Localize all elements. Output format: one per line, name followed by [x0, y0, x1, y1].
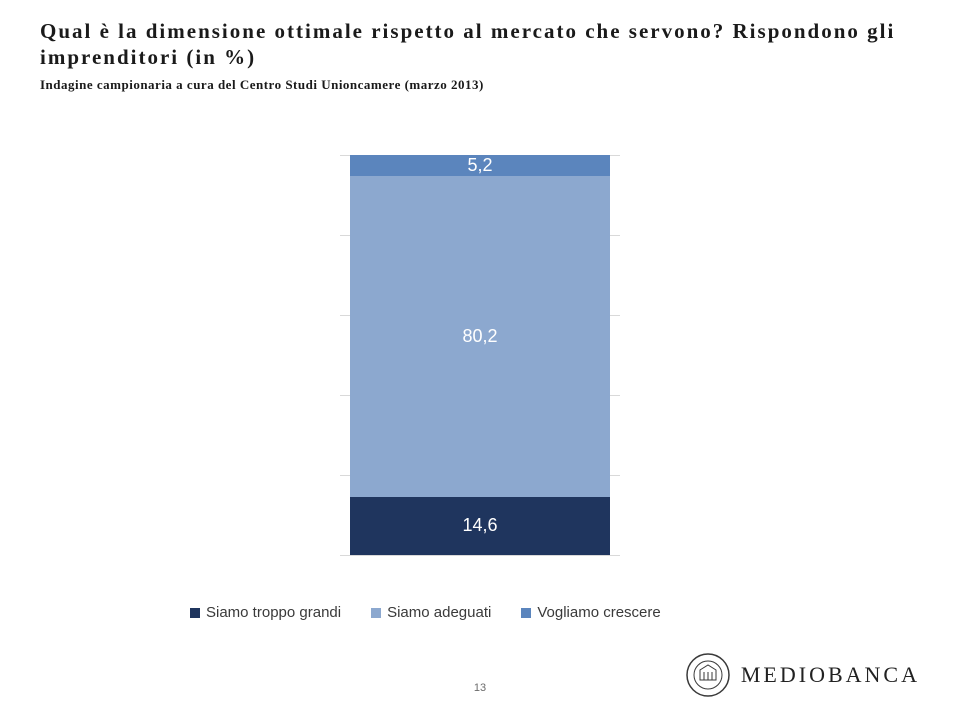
- legend: Siamo troppo grandi Siamo adeguati Vogliam…: [190, 604, 770, 621]
- legend-label: Siamo troppo grandi: [206, 604, 341, 621]
- gridline: [340, 555, 620, 556]
- title-line-1: Qual è la dimensione ottimale rispetto a…: [40, 18, 920, 44]
- title-line-2: imprenditori (in %): [40, 44, 920, 70]
- stacked-bar-chart: 14,6 80,2 5,2: [340, 155, 620, 555]
- bar-segment-crescere: 5,2: [350, 155, 610, 176]
- bar-segment-label-grandi: 14,6: [462, 515, 497, 536]
- brand-logo: MEDIOBANCA: [685, 652, 920, 698]
- page-number: 13: [474, 682, 486, 694]
- bar-segment-grandi: 14,6: [350, 497, 610, 555]
- subtitle: Indagine campionaria a cura del Centro S…: [40, 77, 920, 93]
- bar-column: 14,6 80,2 5,2: [350, 155, 610, 555]
- brand-text: MEDIOBANCA: [741, 662, 920, 688]
- bar-segment-adeguati: 80,2: [350, 176, 610, 497]
- legend-item-2: Vogliamo crescere: [521, 604, 660, 621]
- legend-label: Siamo adeguati: [387, 604, 491, 621]
- bar-segment-label-adeguati: 80,2: [462, 326, 497, 347]
- seal-icon: [685, 652, 731, 698]
- legend-swatch: [521, 608, 531, 618]
- legend-swatch: [371, 608, 381, 618]
- legend-label: Vogliamo crescere: [537, 604, 660, 621]
- legend-item-1: Siamo adeguati: [371, 604, 491, 621]
- title-block: Qual è la dimensione ottimale rispetto a…: [40, 18, 920, 93]
- legend-swatch: [190, 608, 200, 618]
- bar-segment-label-crescere: 5,2: [467, 155, 492, 176]
- legend-item-0: Siamo troppo grandi: [190, 604, 341, 621]
